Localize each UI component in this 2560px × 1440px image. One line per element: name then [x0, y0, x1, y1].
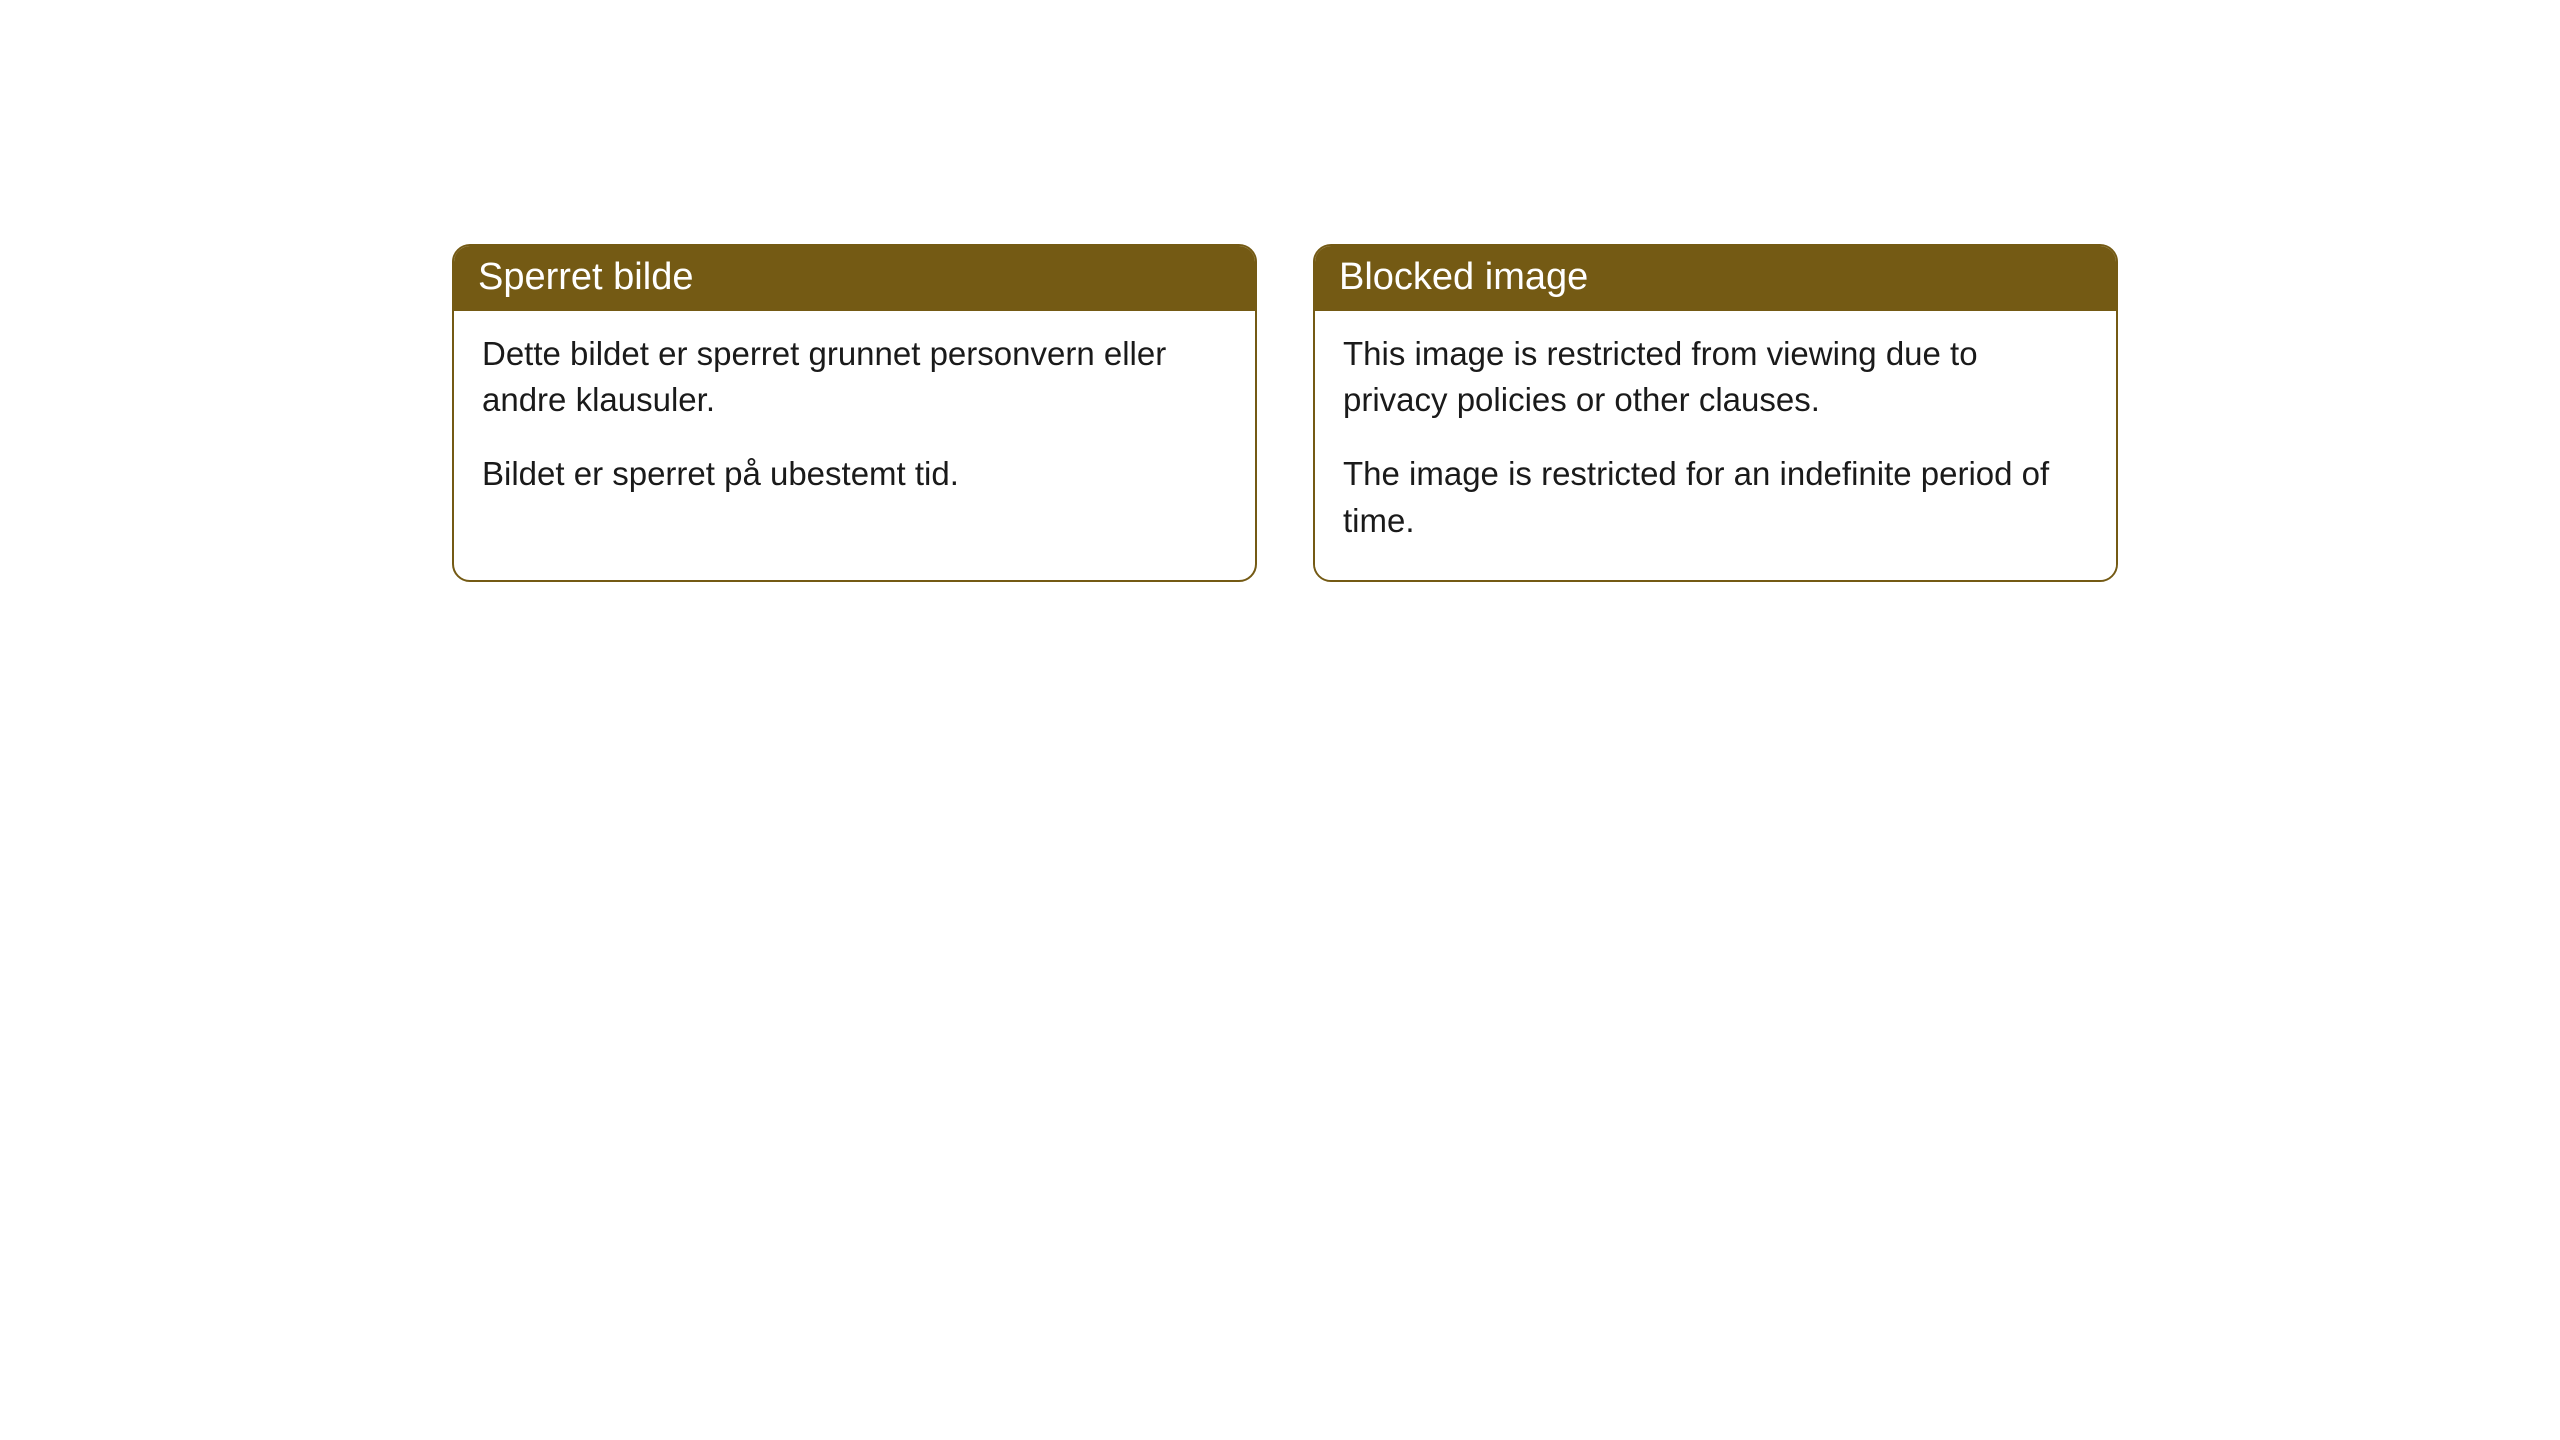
- card-header: Blocked image: [1315, 246, 2116, 311]
- card-body: This image is restricted from viewing du…: [1315, 311, 2116, 580]
- card-header: Sperret bilde: [454, 246, 1255, 311]
- card-body: Dette bildet er sperret grunnet personve…: [454, 311, 1255, 534]
- card-paragraph: This image is restricted from viewing du…: [1343, 331, 2088, 423]
- card-title: Sperret bilde: [478, 256, 693, 298]
- blocked-image-card-norwegian: Sperret bilde Dette bildet er sperret gr…: [452, 244, 1257, 582]
- card-paragraph: The image is restricted for an indefinit…: [1343, 451, 2088, 543]
- card-title: Blocked image: [1339, 256, 1588, 298]
- notice-cards-container: Sperret bilde Dette bildet er sperret gr…: [452, 244, 2118, 582]
- card-paragraph: Dette bildet er sperret grunnet personve…: [482, 331, 1227, 423]
- blocked-image-card-english: Blocked image This image is restricted f…: [1313, 244, 2118, 582]
- card-paragraph: Bildet er sperret på ubestemt tid.: [482, 451, 1227, 497]
